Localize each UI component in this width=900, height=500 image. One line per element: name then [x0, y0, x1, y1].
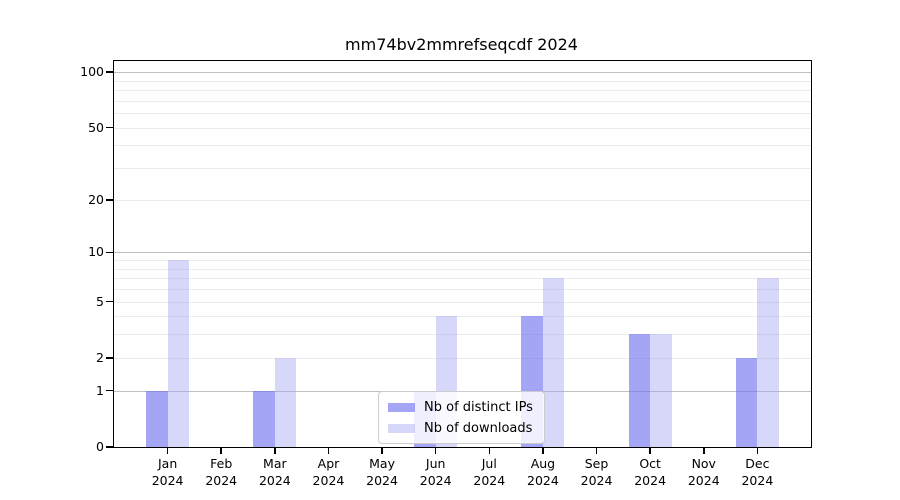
gridline-minor	[114, 288, 811, 290]
gridline-minor	[114, 278, 811, 280]
y-axis-tick-label: 2	[96, 349, 104, 365]
y-axis-tick-label: 1	[96, 382, 104, 398]
gridline-minor	[114, 90, 811, 92]
bar-downloads-mar	[274, 357, 297, 447]
x-axis-tick	[542, 447, 544, 454]
gridline-minor	[114, 357, 811, 359]
gridline-major	[114, 72, 811, 74]
x-axis-tick-label: Apr 2024	[312, 456, 345, 488]
bar-distinct-ips-jan	[146, 390, 168, 447]
x-axis-tick	[220, 447, 222, 454]
bar-distinct-ips-dec	[735, 357, 758, 447]
x-axis-tick	[756, 447, 759, 454]
x-axis-tick-label: Oct 2024	[634, 456, 667, 488]
y-axis-tick	[106, 357, 113, 359]
gridline-minor	[114, 316, 811, 318]
bar-downloads-dec	[757, 278, 779, 447]
y-axis-tick	[106, 389, 113, 392]
legend-label-distinct-ips: Nb of distinct IPs	[424, 399, 533, 415]
gridline-minor	[114, 199, 811, 201]
legend-item-distinct-ips: Nb of distinct IPs	[388, 398, 533, 416]
gridline-minor	[114, 113, 811, 115]
x-axis-tick	[381, 447, 383, 454]
bar-downloads-aug	[542, 278, 565, 447]
x-axis-tick-label: Jan 2024	[151, 456, 184, 488]
y-axis-tick-label: 20	[88, 191, 104, 207]
x-axis-tick	[649, 447, 651, 454]
x-axis-tick	[274, 447, 276, 454]
legend-item-downloads: Nb of downloads	[388, 419, 533, 437]
x-axis-tick-label: Nov 2024	[687, 456, 720, 488]
gridline-minor	[114, 301, 811, 303]
x-axis-tick-label: Jun 2024	[419, 456, 452, 488]
plot-area: 0 1 2 5 10 20 50 100 Jan 2024 Feb 2024 Mar 2024 Apr 202…	[80, 60, 812, 488]
x-axis-tick-label: Dec 2024	[741, 456, 774, 488]
x-axis-tick-label: Mar 2024	[258, 456, 291, 488]
y-axis-tick	[106, 446, 113, 448]
bar-distinct-ips-oct	[628, 334, 651, 447]
chart-title: mm74bv2mmrefseqcdf 2024	[345, 35, 578, 54]
y-axis-tick-label: 5	[96, 293, 104, 309]
gridline-minor	[114, 127, 811, 129]
x-axis-tick-label: Aug 2024	[527, 456, 559, 488]
y-axis-tick-label: 100	[80, 64, 104, 80]
x-axis-tick	[703, 447, 705, 454]
x-axis-tick-label: Sep 2024	[580, 456, 613, 488]
y-axis-tick	[106, 71, 113, 73]
y-axis-tick-label: 50	[88, 119, 104, 135]
gridline-minor	[114, 80, 811, 82]
y-axis-tick	[106, 251, 113, 254]
gridline-minor	[114, 268, 811, 270]
gridline-minor	[114, 145, 811, 147]
x-axis-tick-label: May 2024	[366, 456, 398, 488]
x-axis-tick	[595, 447, 598, 454]
x-axis-tick	[434, 447, 437, 454]
legend-swatch-distinct-ips-icon	[388, 402, 415, 412]
y-axis-tick	[106, 199, 113, 201]
x-axis-tick-label: Jul 2024	[473, 456, 506, 488]
y-axis-tick	[106, 300, 113, 303]
legend-swatch-downloads-icon	[388, 423, 415, 433]
y-axis-tick	[106, 126, 113, 129]
legend: Nb of distinct IPs Nb of downloads	[378, 391, 545, 444]
legend-label-downloads: Nb of downloads	[424, 420, 533, 436]
bar-downloads-oct	[650, 334, 672, 447]
x-axis-tick	[488, 447, 491, 454]
bar-distinct-ips-mar	[253, 390, 275, 447]
y-axis-tick-label: 0	[96, 439, 104, 454]
gridline-minor	[114, 334, 811, 336]
gridline-major	[114, 252, 811, 254]
y-axis-tick-label: 10	[88, 244, 104, 260]
x-axis-tick-label: Feb 2024	[205, 456, 238, 488]
gridline-minor	[114, 100, 811, 102]
bar-downloads-jan	[167, 260, 190, 447]
x-axis-tick	[327, 447, 330, 454]
gridline-minor	[114, 168, 811, 170]
x-axis-tick	[166, 447, 169, 454]
gridline-minor	[114, 260, 811, 262]
